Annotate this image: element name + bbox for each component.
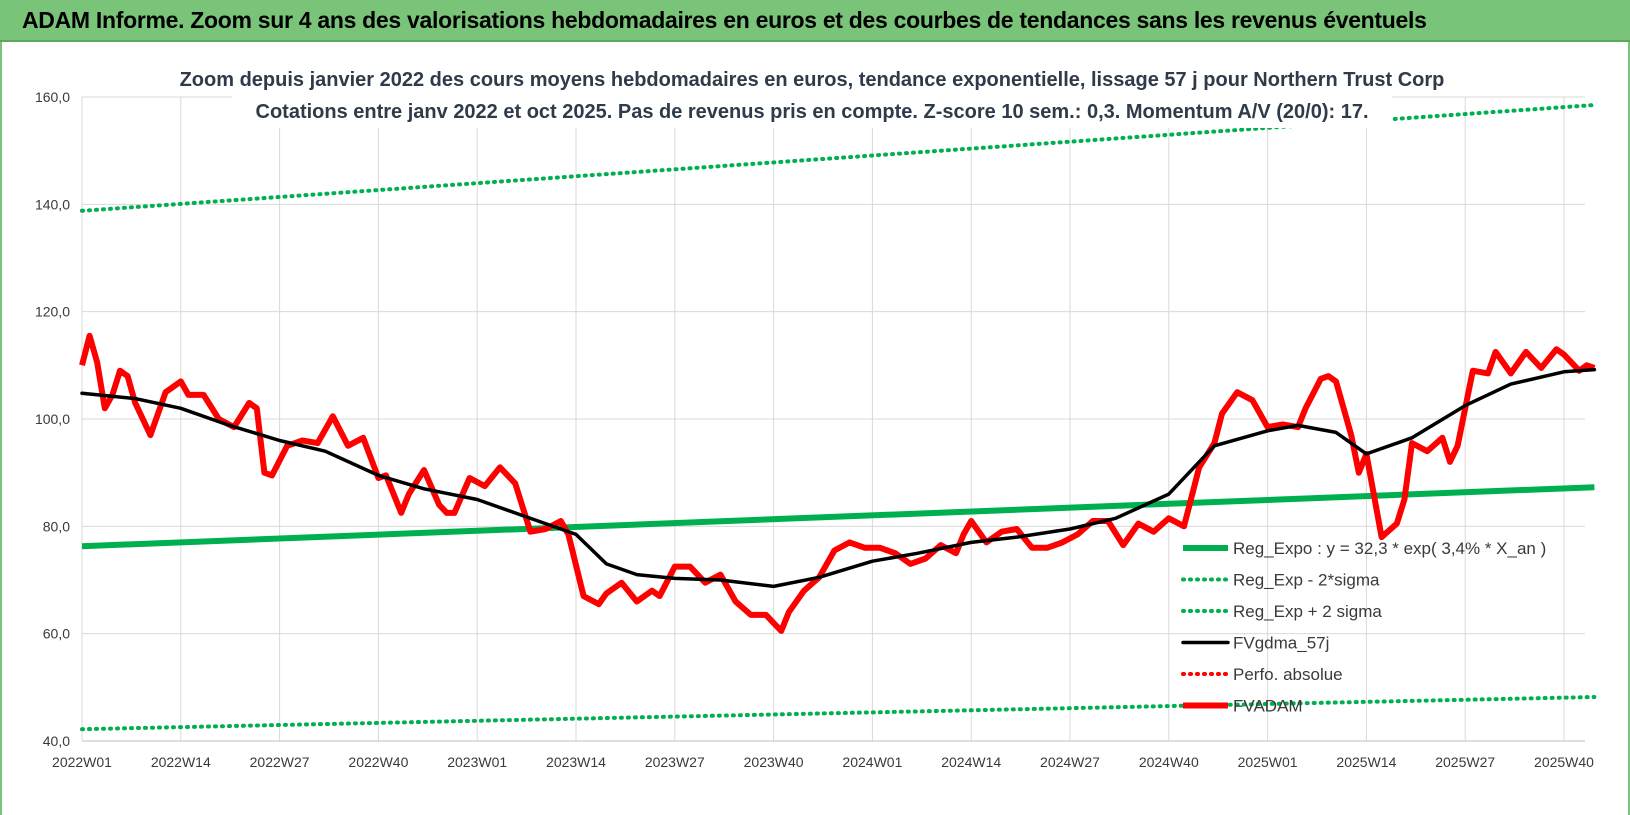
legend-label: Reg_Expo : y = 32,3 * exp( 3,4% * X_an ) <box>1233 539 1546 558</box>
x-tick-label: 2023W01 <box>447 754 507 770</box>
series-line-reg-expo-y-32-3-exp-3-4-x-an <box>81 484 1595 550</box>
legend-label: Reg_Exp - 2*sigma <box>1233 571 1380 590</box>
x-tick-label: 2025W27 <box>1435 754 1495 770</box>
report-banner: ADAM Informe. Zoom sur 4 ans des valoris… <box>0 0 1630 42</box>
x-tick-label: 2025W40 <box>1534 754 1594 770</box>
y-tick-label: 120,0 <box>35 304 70 320</box>
x-tick-label: 2022W27 <box>250 754 310 770</box>
y-tick-label: 160,0 <box>35 89 70 105</box>
legend-label: Reg_Exp + 2 sigma <box>1233 602 1382 621</box>
x-axis-ticks: 2022W01 2022W14 2022W27 2022W40 2023W01 2023W… <box>52 754 1594 770</box>
y-tick-label: 80,0 <box>43 518 70 534</box>
y-tick-label: 60,0 <box>43 626 70 642</box>
x-tick-label: 2025W14 <box>1336 754 1396 770</box>
legend-label: Perfo. absolue <box>1233 665 1343 684</box>
x-tick-label: 2024W14 <box>941 754 1001 770</box>
x-tick-label: 2024W01 <box>842 754 902 770</box>
y-axis-ticks: 40,0 60,0 80,0 100,0 120,0 140,0 160,0 <box>35 89 70 749</box>
x-tick-label: 2023W14 <box>546 754 606 770</box>
report-title: ADAM Informe. Zoom sur 4 ans des valoris… <box>22 7 1427 33</box>
x-tick-label: 2024W27 <box>1040 754 1100 770</box>
x-tick-label: 2024W40 <box>1139 754 1199 770</box>
legend-label: FVADAM <box>1233 697 1303 716</box>
series-line-reg-exp-2-sigma <box>80 103 1597 213</box>
x-tick-label: 2023W27 <box>645 754 705 770</box>
x-tick-label: 2022W14 <box>151 754 211 770</box>
y-tick-label: 100,0 <box>35 411 70 427</box>
series-line-fvgdma-57j <box>80 367 1597 589</box>
title-background <box>232 62 1392 128</box>
legend-label: FVgdma_57j <box>1233 634 1329 653</box>
y-tick-label: 140,0 <box>35 196 70 212</box>
series-lines <box>79 103 1597 732</box>
y-tick-label: 40,0 <box>43 733 70 749</box>
chart-subtitle: Cotations entre janv 2022 et oct 2025. P… <box>256 101 1369 123</box>
x-tick-label: 2025W01 <box>1238 754 1298 770</box>
chart-title: Zoom depuis janvier 2022 des cours moyen… <box>180 69 1445 91</box>
x-tick-label: 2022W01 <box>52 754 112 770</box>
x-tick-label: 2023W40 <box>744 754 804 770</box>
chart-frame <box>0 42 1630 815</box>
legend: Reg_Expo : y = 32,3 * exp( 3,4% * X_an )… <box>1181 539 1546 716</box>
series-line-reg-exp-2-sigma <box>80 695 1597 732</box>
x-tick-label: 2022W40 <box>348 754 408 770</box>
